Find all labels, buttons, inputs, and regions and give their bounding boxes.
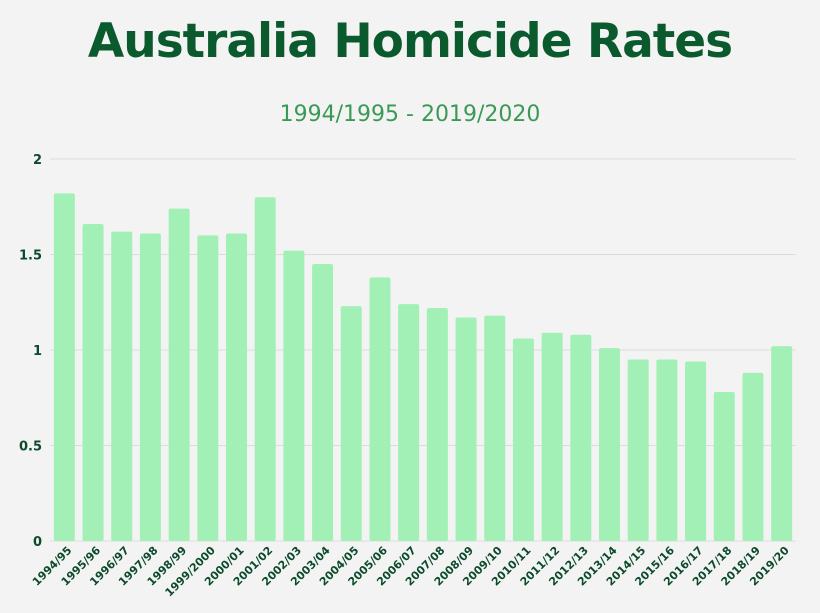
bar-2014/15 — [627, 359, 649, 541]
bar-2000/01 — [226, 233, 247, 542]
bar-2019/20 — [771, 346, 793, 541]
y-tick-label: 0.5 — [19, 440, 42, 455]
bar-1999/2000 — [197, 235, 219, 541]
y-tick-label: 1 — [33, 344, 42, 359]
bar-2002/03 — [283, 250, 305, 541]
bar-2018/19 — [742, 372, 764, 541]
bar-2016/17 — [685, 361, 707, 541]
bar-2005/06 — [369, 277, 391, 541]
bar-2017/18 — [713, 392, 735, 541]
chart-title: Australia Homicide Rates — [87, 14, 733, 69]
y-tick-label: 0 — [33, 535, 42, 550]
bar-1994/95 — [53, 193, 75, 541]
bar-2012/13 — [570, 334, 592, 541]
bar-2001/02 — [254, 197, 276, 541]
bar-2003/04 — [312, 264, 334, 541]
bar-2013/14 — [599, 348, 620, 541]
bar-1997/98 — [139, 233, 161, 542]
bar-2011/12 — [541, 332, 563, 541]
bar-1995/96 — [82, 223, 104, 541]
bar-2004/05 — [340, 306, 362, 541]
bar-2015/16 — [656, 359, 678, 541]
chart-subtitle: 1994/1995 - 2019/2020 — [279, 102, 541, 127]
y-tick-label: 1.5 — [19, 249, 42, 264]
y-tick-label: 2 — [33, 153, 42, 168]
bar-2009/10 — [484, 315, 506, 541]
bar-1998/99 — [168, 208, 190, 541]
bar-2010/11 — [512, 338, 534, 541]
bar-2008/09 — [455, 317, 477, 541]
bar-1996/97 — [111, 231, 133, 541]
bar-2006/07 — [398, 304, 420, 541]
bar-2007/08 — [426, 307, 448, 541]
